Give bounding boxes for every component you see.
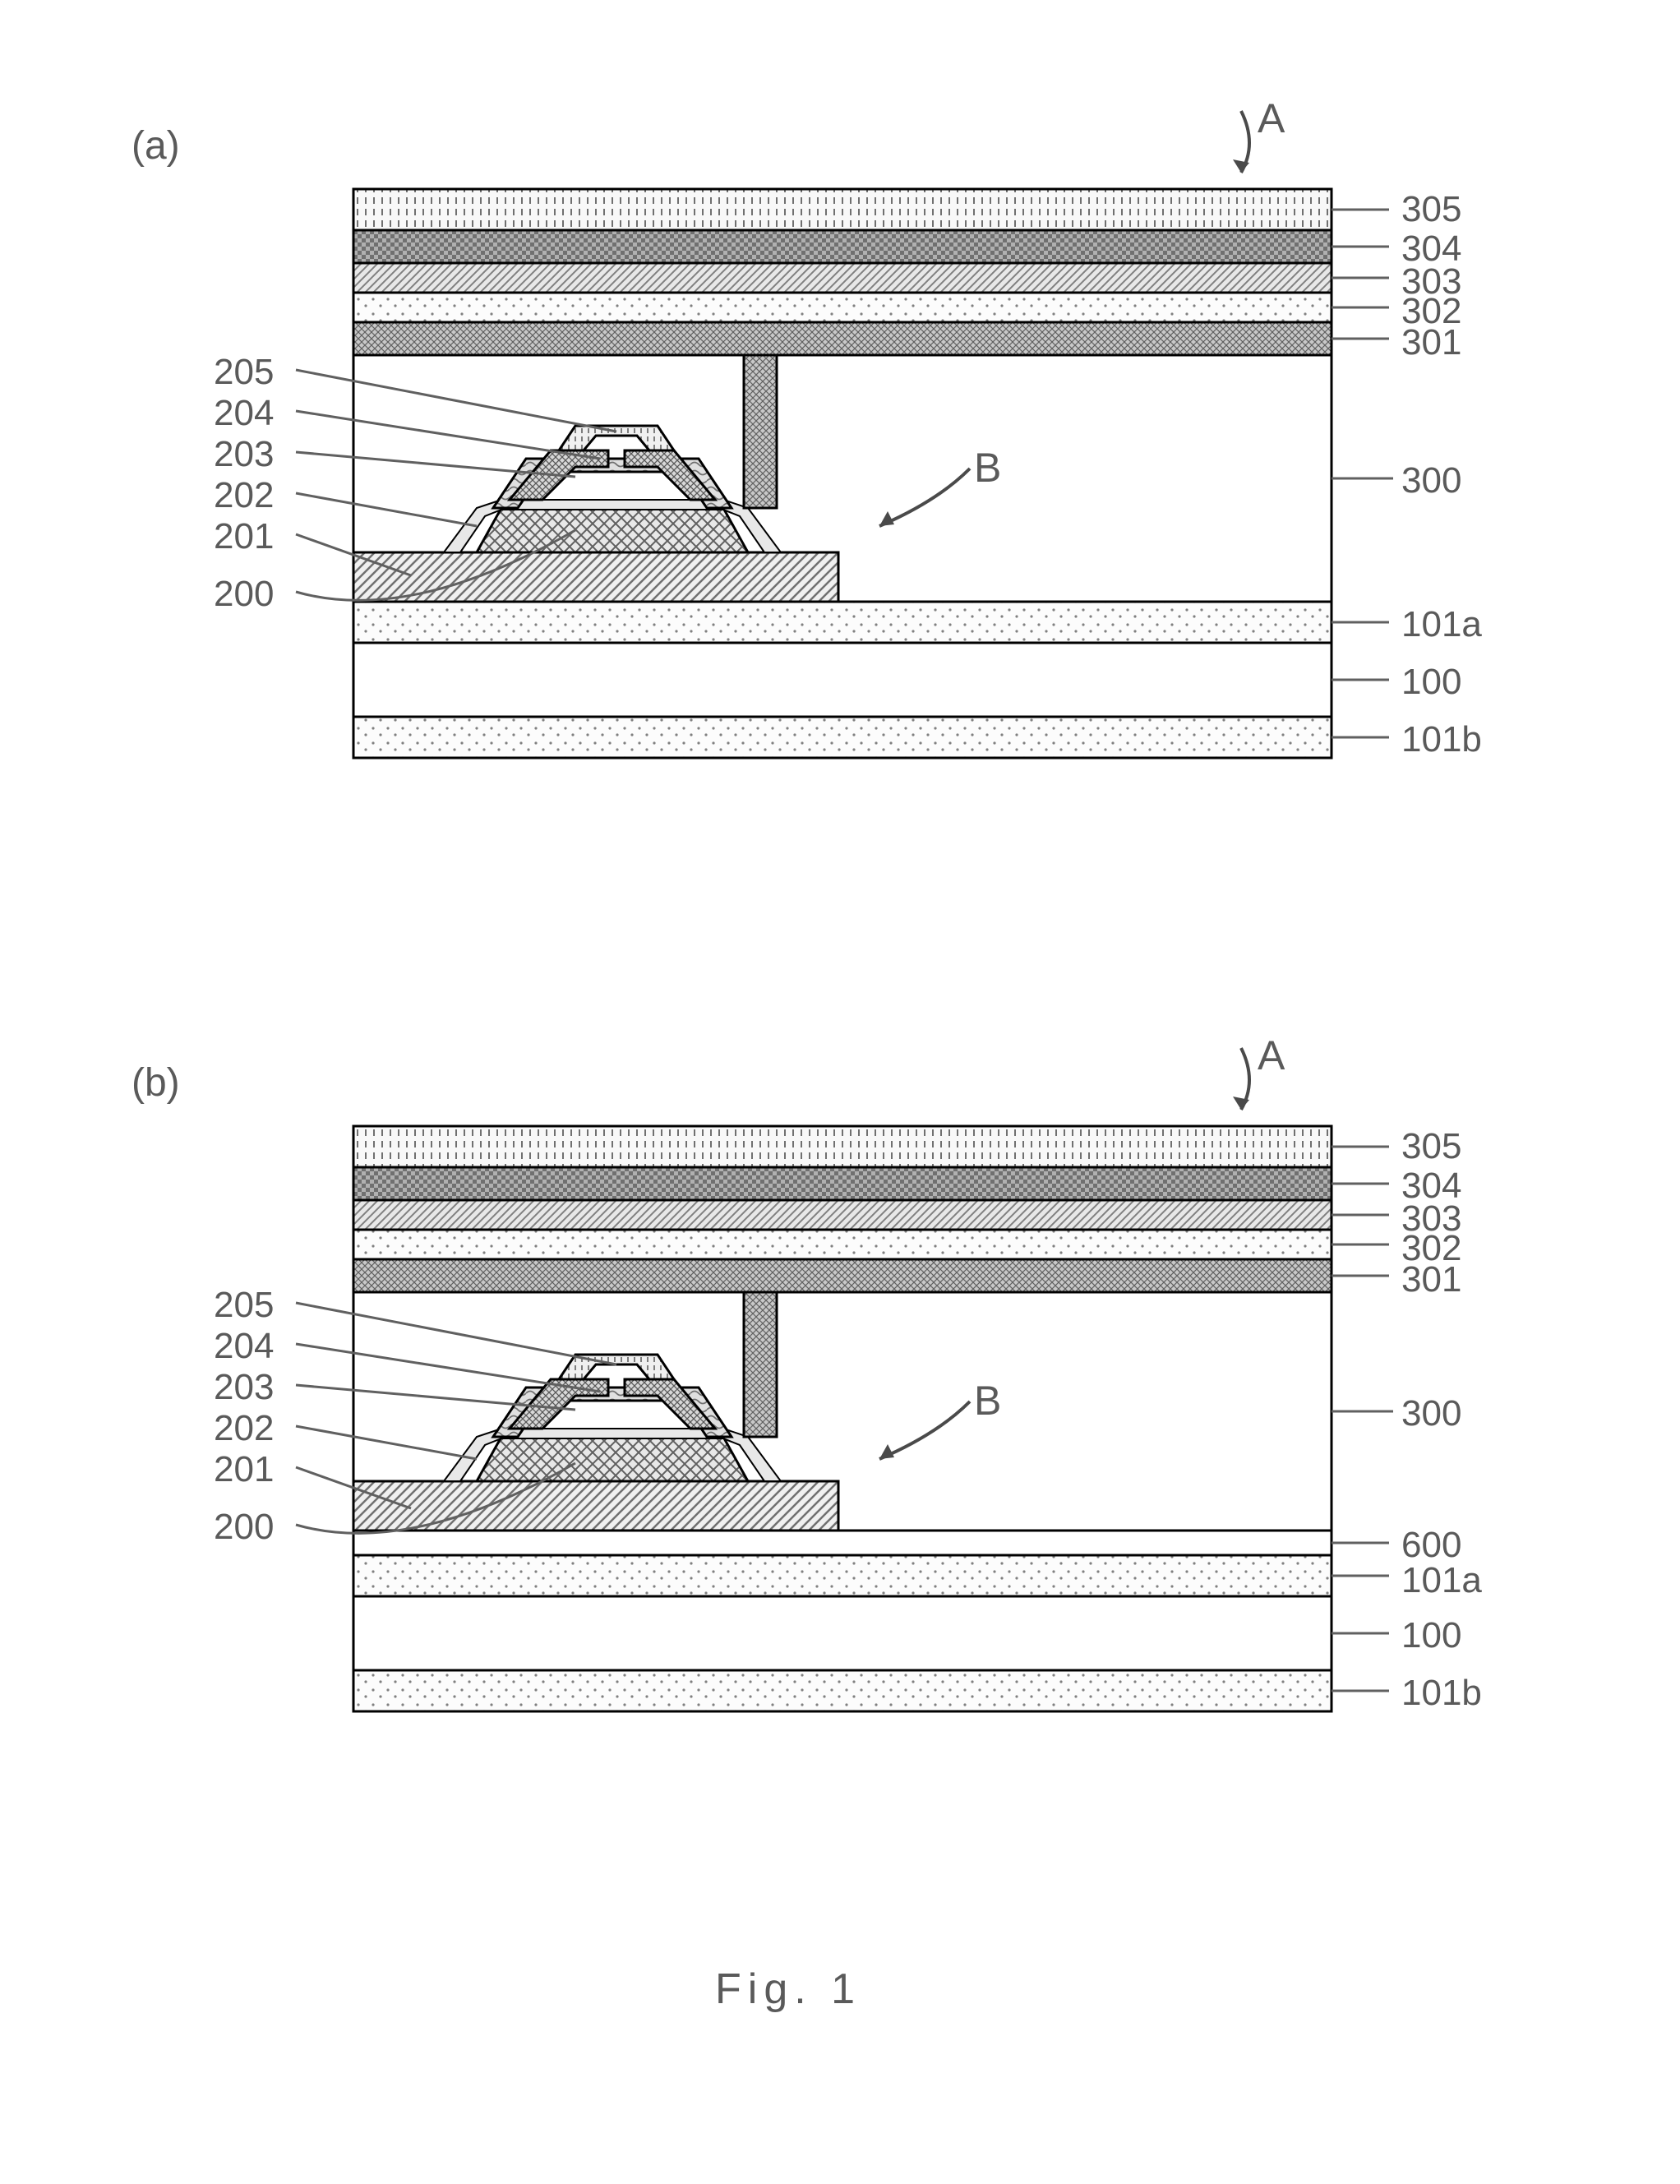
label-101b-b: 101b	[1401, 1673, 1482, 1714]
label-301-b: 301	[1401, 1259, 1461, 1300]
marker-b-b: B	[974, 1377, 1001, 1424]
layer-101b-a	[353, 717, 1332, 758]
layer-305-b	[353, 1126, 1332, 1167]
via-a	[744, 355, 777, 508]
layer-301-a	[353, 322, 1332, 355]
figure-label: Fig. 1	[715, 1965, 861, 2014]
layer-600-b	[353, 1531, 1332, 1555]
label-101a-a: 101a	[1401, 604, 1482, 645]
tft-201-b	[353, 1481, 838, 1531]
layer-305-a	[353, 189, 1332, 230]
label-305-a: 305	[1401, 189, 1461, 230]
label-201-a: 201	[214, 516, 274, 557]
label-204-a: 204	[214, 393, 274, 434]
label-100-a: 100	[1401, 662, 1461, 703]
tft-200-a	[477, 508, 748, 552]
label-300-b: 300	[1401, 1393, 1461, 1434]
label-301-a: 301	[1401, 322, 1461, 363]
label-205-a: 205	[214, 352, 274, 393]
panel-a-label: (a)	[132, 123, 180, 169]
label-200-a: 200	[214, 574, 274, 615]
layer-101a-b	[353, 1555, 1332, 1596]
layer-101a-a	[353, 602, 1332, 643]
page: (a) (b) A B A B 305 304 303 302 301 300 …	[0, 0, 1680, 2184]
tft-201-a	[353, 552, 838, 602]
label-203-a: 203	[214, 434, 274, 475]
layer-303-b	[353, 1200, 1332, 1230]
label-205-b: 205	[214, 1285, 274, 1326]
marker-a-b: A	[1258, 1032, 1285, 1079]
layer-304-a	[353, 230, 1332, 263]
label-203-b: 203	[214, 1367, 274, 1408]
marker-b-a: B	[974, 444, 1001, 492]
label-204-b: 204	[214, 1326, 274, 1367]
panel-a-group	[296, 111, 1393, 758]
layer-304-b	[353, 1167, 1332, 1200]
tft-200-b	[477, 1437, 748, 1481]
label-200-b: 200	[214, 1507, 274, 1548]
label-101a-b: 101a	[1401, 1560, 1482, 1601]
label-101b-a: 101b	[1401, 719, 1482, 760]
layer-302-a	[353, 293, 1332, 322]
panel-b-group	[296, 1048, 1393, 1711]
layer-101b-b	[353, 1670, 1332, 1711]
via-b	[744, 1292, 777, 1437]
label-100-b: 100	[1401, 1615, 1461, 1656]
marker-a-a: A	[1258, 95, 1285, 142]
layer-303-a	[353, 263, 1332, 293]
panel-b-label: (b)	[132, 1060, 180, 1106]
label-202-a: 202	[214, 475, 274, 516]
label-300-a: 300	[1401, 460, 1461, 501]
layer-302-b	[353, 1230, 1332, 1259]
layer-100-a	[353, 643, 1332, 717]
layer-301-b	[353, 1259, 1332, 1292]
label-201-b: 201	[214, 1449, 274, 1490]
layer-100-b	[353, 1596, 1332, 1670]
label-202-b: 202	[214, 1408, 274, 1449]
label-305-b: 305	[1401, 1126, 1461, 1167]
